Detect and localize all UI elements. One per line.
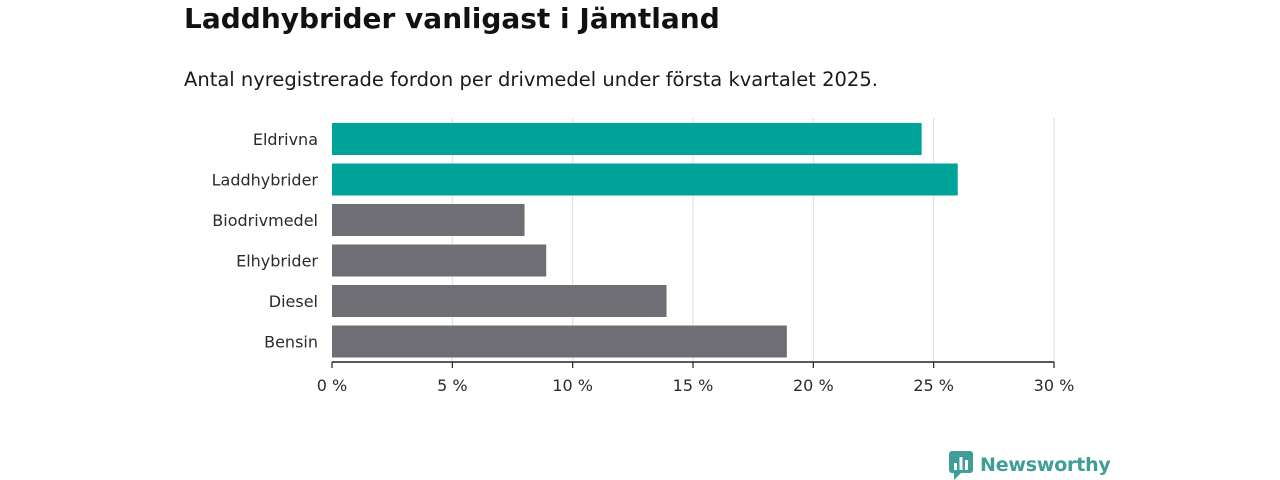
x-tick-label: 30 % [1034, 376, 1075, 395]
x-tick-label: 5 % [437, 376, 467, 395]
x-tick-label: 25 % [913, 376, 954, 395]
category-label: Laddhybrider [212, 171, 319, 190]
x-tick-label: 15 % [673, 376, 714, 395]
newsworthy-logo-icon [949, 451, 973, 480]
category-label: Eldrivna [253, 130, 318, 149]
bars [332, 123, 958, 358]
newsworthy-logo-text: Newsworthy [980, 454, 1111, 476]
category-label: Elhybrider [236, 252, 318, 271]
bar [332, 163, 958, 196]
bar [332, 325, 787, 358]
x-tick-label: 20 % [793, 376, 834, 395]
chart-title: Laddhybrider vanligast i Jämtland [184, 2, 720, 35]
category-label: Diesel [269, 292, 318, 311]
chart-subtitle: Antal nyregistrerade fordon per drivmede… [184, 68, 878, 91]
category-label: Bensin [264, 333, 318, 352]
bar [332, 244, 547, 277]
x-tick-label: 0 % [317, 376, 347, 395]
x-axis: 0 % 5 % 10 % 15 % 20 % 25 % 30 % [317, 361, 1075, 395]
bar [332, 123, 922, 155]
grid-lines [451, 118, 1055, 362]
category-label: Biodrivmedel [212, 211, 318, 230]
bar [332, 285, 667, 317]
category-labels: Eldrivna Laddhybrider Biodrivmedel Elhybrid… [212, 130, 319, 352]
newsworthy-logo: Newsworthy [948, 450, 1111, 480]
x-tick-label: 10 % [552, 376, 593, 395]
bar [332, 204, 525, 236]
